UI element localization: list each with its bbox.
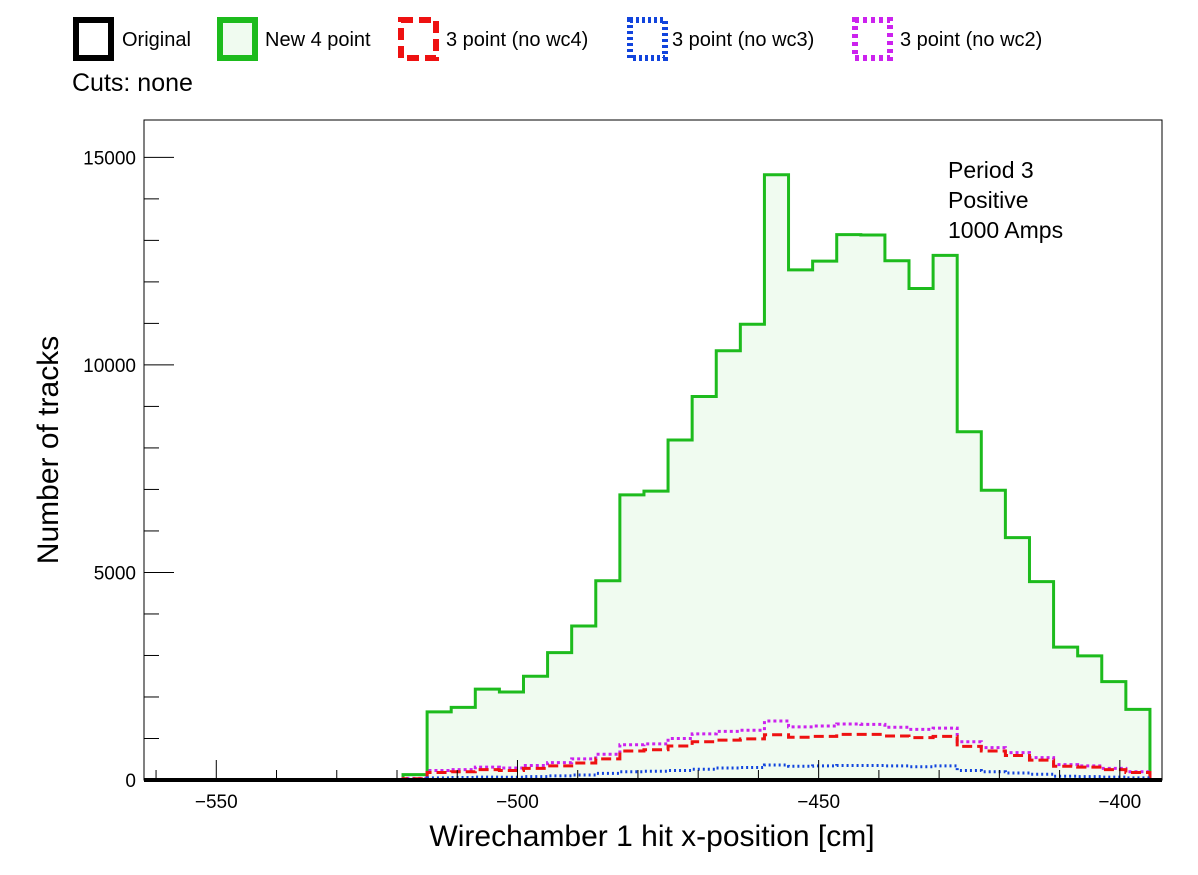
legend: Original New 4 point 3 point (no wc4) 3 … xyxy=(73,17,1042,61)
legend-label-no-wc2: 3 point (no wc2) xyxy=(900,29,1042,51)
annotation-line-charge: Positive xyxy=(948,187,1029,213)
series-line-3-point-no-wc4 xyxy=(144,732,1162,782)
legend-swatch-new-4-point xyxy=(217,17,258,61)
annotation-line-period: Period 3 xyxy=(948,157,1034,183)
legend-label-original: Original xyxy=(122,29,191,51)
cuts-label: Cuts: none xyxy=(72,69,193,97)
legend-swatch-original xyxy=(73,17,114,61)
legend-entry-original: Original xyxy=(73,17,191,61)
x-tick-label: −450 xyxy=(797,792,840,813)
legend-label-new-4-point: New 4 point xyxy=(265,29,371,51)
y-axis-title: Number of tracks xyxy=(32,336,65,564)
legend-entry-no-wc4: 3 point (no wc4) xyxy=(398,17,588,61)
legend-label-no-wc4: 3 point (no wc4) xyxy=(446,29,588,51)
legend-entry-new-4-point: New 4 point xyxy=(217,17,371,61)
legend-entry-no-wc2: 3 point (no wc2) xyxy=(852,17,1042,61)
annotation-line-current: 1000 Amps xyxy=(948,217,1063,243)
series-line-3-point-no-wc3 xyxy=(144,763,1162,782)
y-tick-label: 15000 xyxy=(83,148,136,169)
x-tick-label: −550 xyxy=(195,792,238,813)
x-axis-title: Wirechamber 1 hit x-position [cm] xyxy=(429,820,874,853)
legend-label-no-wc3: 3 point (no wc3) xyxy=(672,29,814,51)
legend-entry-no-wc3: 3 point (no wc3) xyxy=(627,17,814,61)
series-line-new-4-point xyxy=(144,173,1162,782)
y-tick-label: 0 xyxy=(125,771,136,792)
y-tick-label: 10000 xyxy=(83,356,136,377)
x-tick-label: −400 xyxy=(1098,792,1141,813)
axes: −550 −500 −450 −400 0 5000 10000 15000 xyxy=(83,120,1162,813)
y-tick-label: 5000 xyxy=(94,563,136,584)
annotation: Period 3 Positive 1000 Amps xyxy=(948,157,1063,243)
legend-swatch-no-wc3 xyxy=(627,17,668,61)
legend-swatch-no-wc4 xyxy=(398,17,439,61)
series-fill-new-4-point xyxy=(144,174,1162,780)
x-tick-label: −500 xyxy=(496,792,539,813)
legend-swatch-no-wc2 xyxy=(852,17,893,61)
